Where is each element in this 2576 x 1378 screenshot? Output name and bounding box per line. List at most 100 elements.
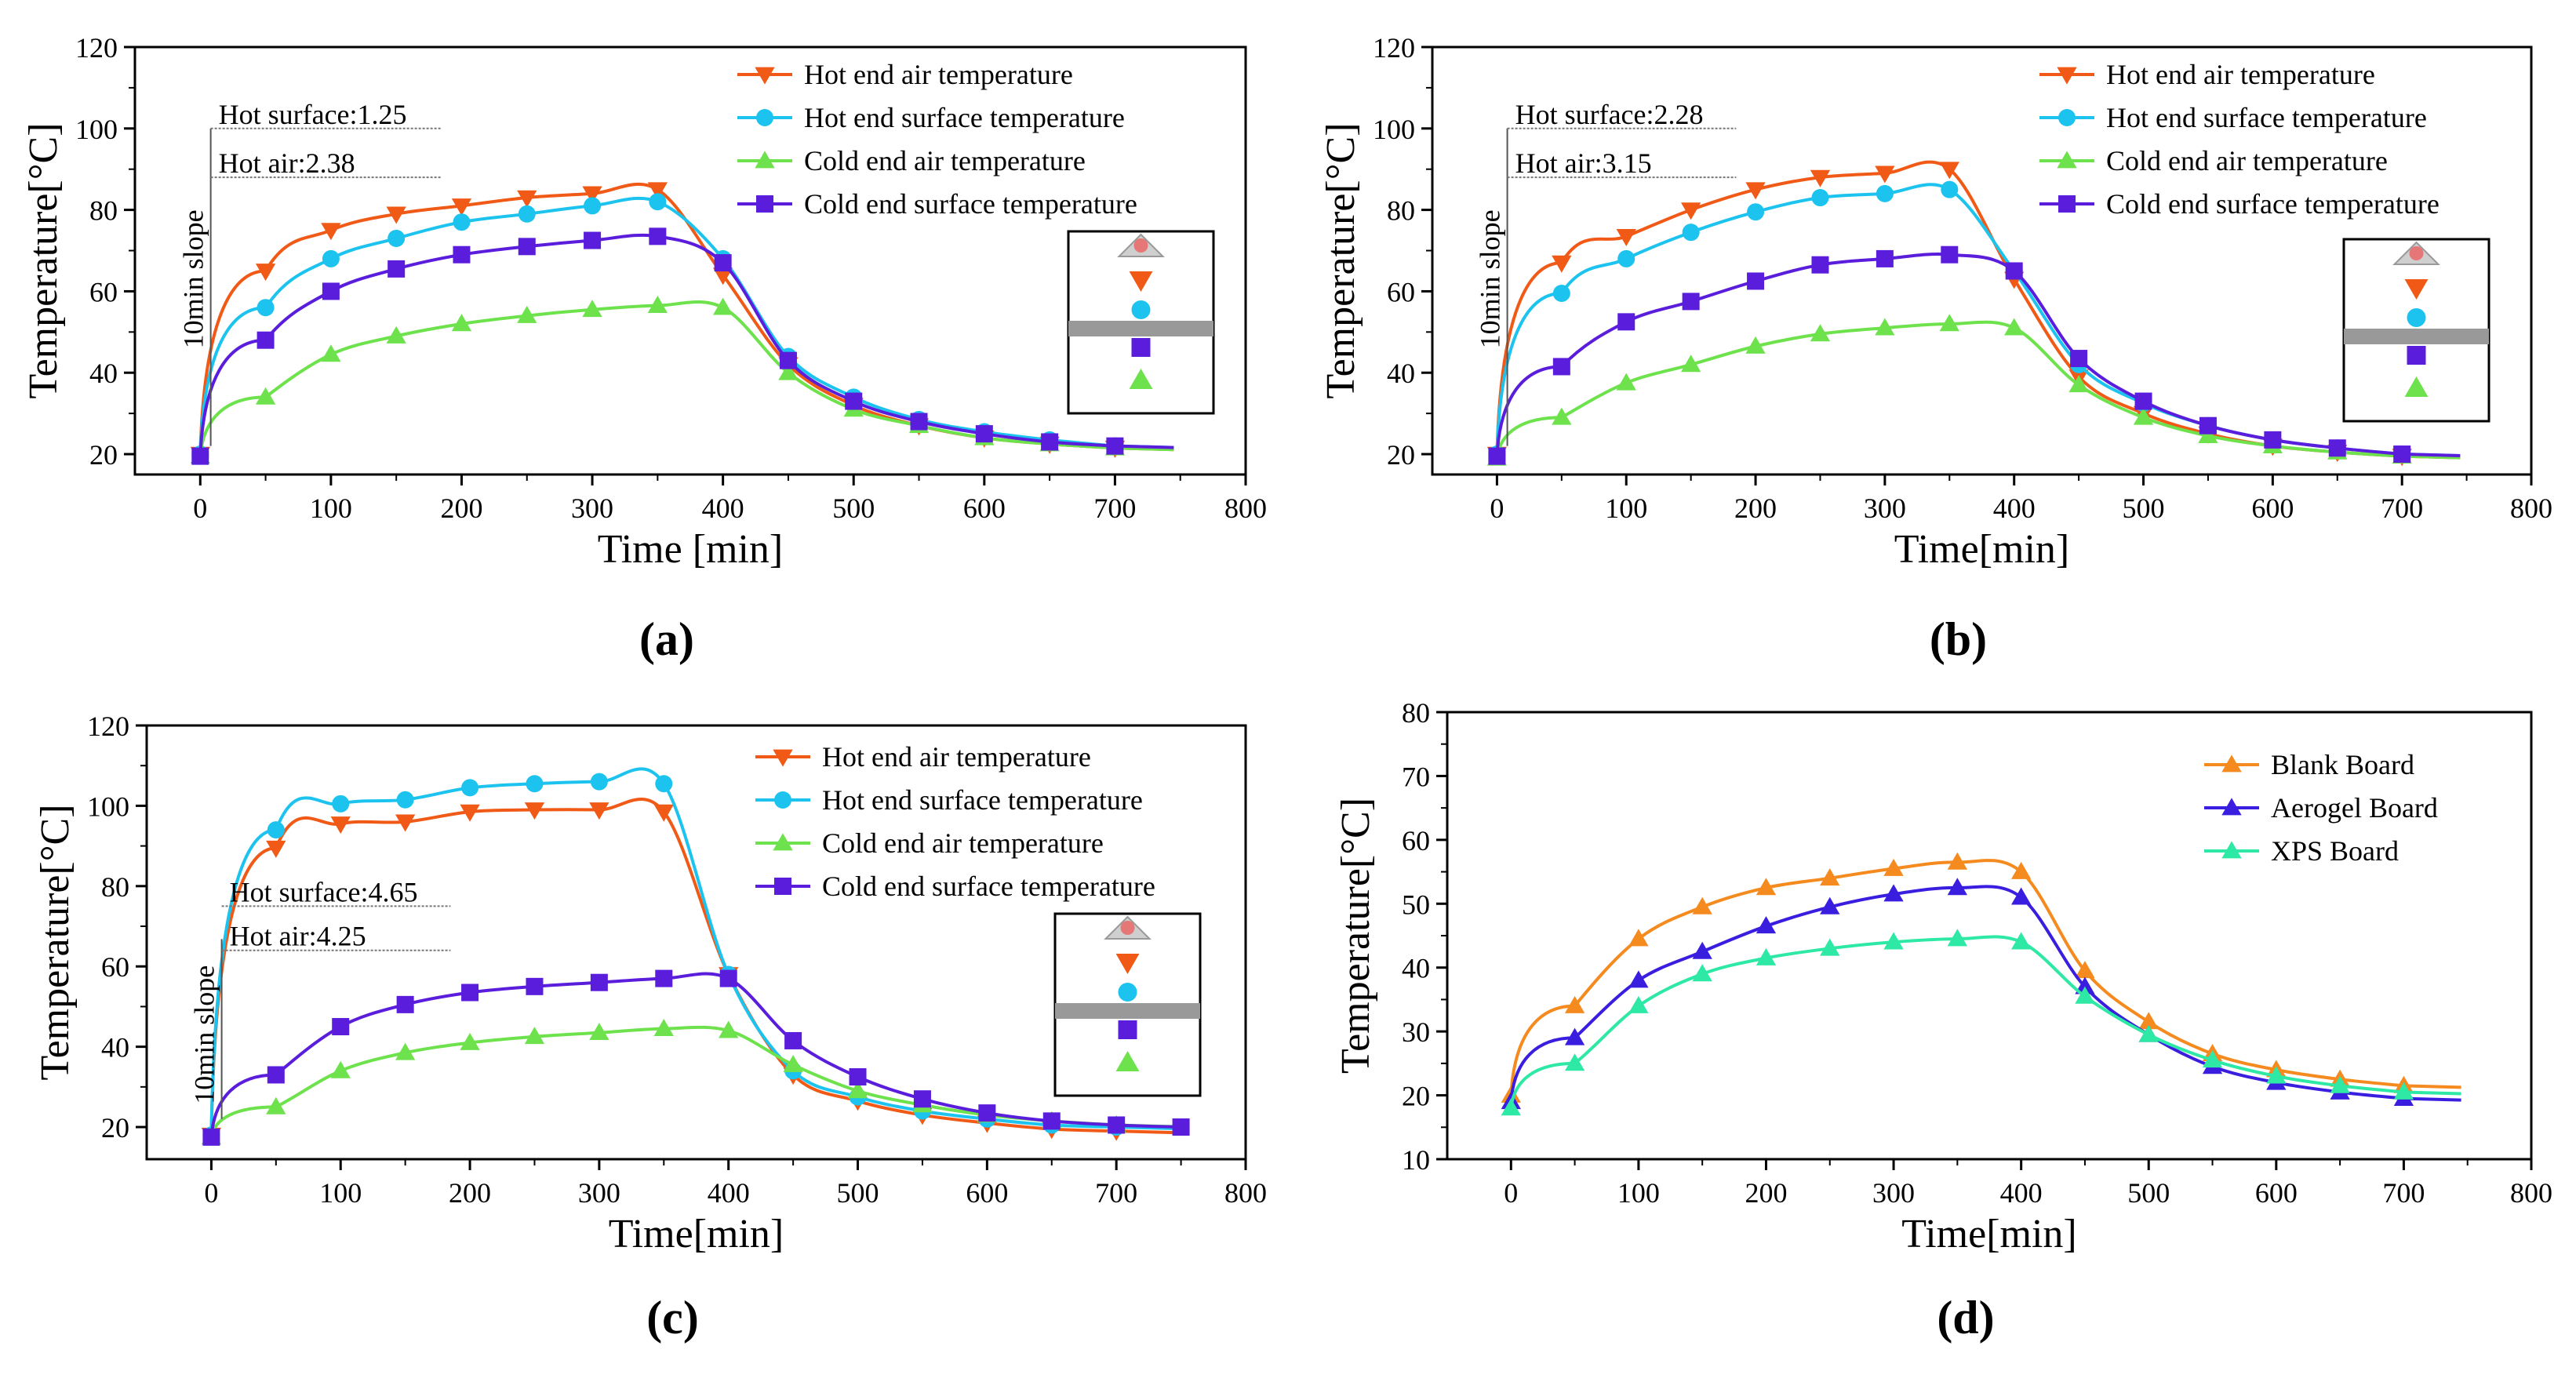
x-tick-label: 200 [449, 1177, 491, 1209]
inset-cold-air-marker [2404, 376, 2429, 398]
data-point [1811, 189, 1829, 207]
legend-marker [756, 195, 773, 213]
data-point [453, 213, 471, 231]
slope-annotation: Hot surface:4.65 Hot air:4.25 10min slope [189, 876, 451, 1119]
data-point [1745, 182, 1766, 200]
plot-frame [145, 724, 1247, 1161]
x-tick-label: 200 [440, 493, 482, 524]
x-axis-title: Time [min] [598, 527, 783, 572]
inset-hot-air-marker [1129, 271, 1153, 292]
data-point [321, 344, 341, 362]
data-point [524, 802, 545, 820]
data-point [1876, 184, 1894, 202]
x-tick-label: 500 [832, 493, 875, 524]
data-point [1947, 878, 1968, 896]
series-0 [190, 182, 1174, 464]
series-line [209, 797, 1117, 1136]
data-point [451, 198, 472, 216]
y-tick-label: 50 [1402, 889, 1430, 920]
data-point [2068, 375, 2089, 393]
data-point [1947, 852, 1968, 870]
data-point [1616, 373, 1636, 391]
legend: Hot end air temperature Hot end surface t… [2039, 59, 2440, 220]
data-point [255, 387, 276, 405]
legend-marker [756, 109, 773, 126]
legend-marker [773, 833, 793, 851]
series-3 [191, 227, 1174, 465]
chart-panel-d: 0 100 200 300 400 500 600 700 800 10 20 30 40 50 60 70 8… [1333, 697, 2552, 1343]
y-tick-label: 60 [89, 276, 118, 307]
data-point [1617, 313, 1635, 331]
data-point [784, 1031, 802, 1049]
data-point [1883, 884, 1904, 902]
legend-marker [773, 749, 793, 767]
data-point [518, 205, 536, 223]
y-tick-label: 40 [1387, 358, 1415, 389]
y-tick-label: 40 [101, 1032, 129, 1063]
y-tick-label: 100 [75, 114, 118, 145]
data-point [655, 969, 673, 987]
plot-frame [1431, 45, 2533, 476]
x-tick-label: 300 [1872, 1177, 1915, 1209]
data-point [395, 1042, 416, 1060]
legend-label: Hot end air temperature [2106, 59, 2375, 90]
y-tick-label: 80 [89, 195, 118, 227]
x-tick-label: 800 [1224, 493, 1267, 524]
y-tick-label: 80 [1387, 195, 1415, 227]
inset-cold-air-marker [1115, 1051, 1140, 1072]
data-point [322, 249, 340, 267]
data-point [1810, 324, 1831, 342]
inset-hot-surface-marker [2407, 308, 2426, 327]
legend-label: Aerogel Board [2271, 792, 2438, 824]
data-point [517, 305, 537, 323]
data-point [653, 804, 674, 822]
y-axis-title: Temperature[°C] [33, 804, 78, 1080]
data-point [2075, 986, 2095, 1004]
data-point [461, 779, 479, 797]
y-tick-label: 20 [1387, 439, 1415, 471]
data-point [1883, 858, 1904, 876]
x-tick-label: 800 [2510, 493, 2552, 524]
data-point [1628, 929, 1649, 947]
inset-hot-air-marker [2404, 278, 2429, 300]
legend: Hot end air temperature Hot end surface t… [737, 59, 1137, 220]
data-point [1941, 180, 1959, 198]
x-tick-label: 800 [1224, 1177, 1267, 1209]
data-point [1811, 256, 1829, 274]
legend-label: Hot end surface temperature [2106, 102, 2427, 133]
data-point [322, 282, 340, 300]
y-tick-label: 70 [1402, 761, 1430, 792]
data-point [2004, 318, 2025, 336]
x-tick-label: 100 [319, 1177, 362, 1209]
data-point [526, 775, 544, 793]
data-point [396, 791, 414, 809]
panel-label: (b) [1930, 613, 1987, 665]
data-point [1747, 203, 1765, 221]
data-point [719, 969, 737, 987]
data-point [1820, 896, 1840, 914]
y-tick-label: 20 [1402, 1081, 1430, 1112]
data-point [582, 186, 602, 204]
data-point [1628, 970, 1649, 988]
legend-label: Cold end air temperature [804, 145, 1086, 176]
y-axis-title: Temperature[°C] [1319, 122, 1363, 398]
inset-cold-air-marker [1129, 369, 1153, 390]
data-point [1680, 202, 1701, 220]
x-tick-label: 0 [1504, 1177, 1518, 1209]
annotation-hot-surface: Hot surface:1.25 [219, 99, 407, 130]
data-point [1680, 354, 1701, 373]
data-point [2133, 407, 2154, 425]
data-point [2330, 1075, 2350, 1093]
legend-marker [2058, 109, 2076, 126]
legend-marker [2058, 195, 2076, 213]
data-point [191, 447, 209, 465]
data-point [1692, 941, 1712, 959]
inset-cold-surface-marker [2407, 346, 2426, 365]
heat-source-dot [1133, 238, 1148, 253]
data-point [2138, 1024, 2159, 1042]
data-point [783, 1055, 803, 1073]
data-point [978, 1104, 996, 1122]
data-point [584, 231, 602, 249]
data-point [1947, 929, 1968, 947]
